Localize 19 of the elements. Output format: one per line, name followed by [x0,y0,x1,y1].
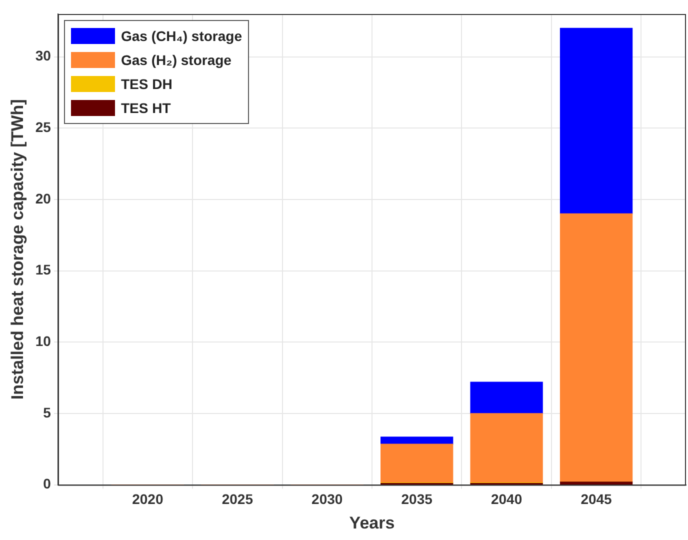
legend-label: Gas (H₂) storage [120,52,232,68]
y-tick-label: 5 [43,404,52,420]
y-tick-label: 15 [35,262,52,278]
y-tick-label: 25 [35,118,52,135]
y-tick-label: 30 [35,48,52,64]
legend-label: Gas (CH₄) storage [120,28,242,44]
x-tick-label: 2025 [222,491,254,508]
y-tick-label: 20 [35,190,52,206]
legend-label: TES DH [120,76,172,92]
x-tick-label: 2030 [312,491,343,508]
y-axis-title: Installed heat storage capacity [TWh] [8,99,27,400]
x-tick-label: 2045 [580,491,612,508]
y-tick-label: 10 [35,332,52,349]
x-tick-label: 2035 [401,491,433,508]
legend-label: TES HT [120,100,171,116]
x-tick-label: 2040 [490,491,522,508]
x-tick-label: 2020 [132,491,164,508]
y-tick-label: 0 [43,476,52,492]
x-axis-title: Years [349,513,395,532]
